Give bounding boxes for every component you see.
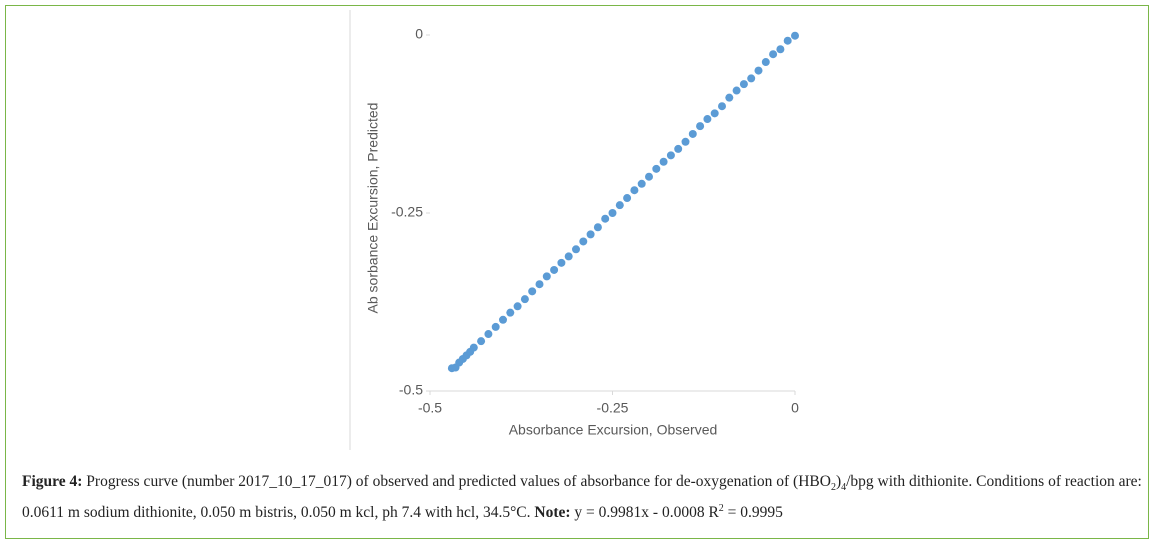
- caption-text: Note:: [534, 504, 571, 522]
- point: [703, 115, 712, 124]
- point: [520, 295, 529, 304]
- point: [630, 186, 639, 195]
- x-tick-label: 0: [791, 400, 799, 416]
- x-tick-label: -0.25: [597, 400, 629, 416]
- point: [710, 109, 719, 118]
- caption-text: Figure 4:: [22, 473, 83, 490]
- point: [747, 74, 756, 83]
- point: [783, 36, 792, 45]
- point: [615, 201, 624, 210]
- point: [484, 330, 493, 339]
- point: [637, 179, 646, 188]
- point: [776, 45, 785, 54]
- caption: Figure 4: Progress curve (number 2017_10…: [22, 471, 1142, 523]
- point: [528, 287, 537, 296]
- point: [681, 137, 690, 146]
- caption-text: Progress curve (number 2017_10_17_017) o…: [82, 473, 831, 490]
- caption-text: 2: [830, 482, 836, 494]
- point: [550, 265, 559, 274]
- point: [469, 343, 478, 352]
- point: [623, 194, 632, 203]
- point: [593, 223, 602, 232]
- point: [688, 129, 697, 138]
- point: [645, 172, 653, 181]
- caption-text: = 0.9995: [723, 504, 783, 522]
- point: [499, 315, 507, 324]
- point: [761, 58, 770, 67]
- y-tick-label: -0.25: [391, 204, 423, 220]
- point: [506, 308, 515, 317]
- figure-frame: [5, 5, 1149, 539]
- x-axis-title: Absorbance Excursion, Observed: [509, 422, 718, 438]
- point: [652, 164, 661, 173]
- point: [491, 322, 500, 331]
- caption-text: y = 0.9981x - 0.0008 R: [570, 504, 719, 522]
- point: [572, 245, 580, 254]
- caption-text: 2: [718, 503, 724, 515]
- point: [557, 258, 566, 267]
- point: [513, 302, 522, 311]
- caption-text: /bpg with dithionite. Conditions of reac…: [22, 473, 1142, 522]
- point: [666, 151, 675, 160]
- point: [586, 230, 595, 239]
- point: [674, 144, 683, 153]
- x-tick-label: -0.5: [418, 400, 442, 416]
- point: [659, 157, 668, 166]
- point: [542, 272, 551, 281]
- point: [732, 86, 741, 95]
- y-tick-label: -0.5: [399, 382, 423, 398]
- point: [754, 66, 763, 75]
- point: [601, 214, 610, 223]
- point: [725, 93, 734, 102]
- caption-text: 4: [841, 482, 847, 494]
- caption-text: ): [835, 473, 842, 490]
- point: [535, 280, 544, 289]
- point: [791, 31, 799, 40]
- point: [608, 209, 617, 217]
- point: [579, 237, 588, 246]
- point: [477, 337, 486, 346]
- point: [564, 252, 573, 261]
- point: [769, 50, 778, 59]
- y-axis-title: Ab sorbance Excursion, Predicted: [365, 103, 381, 314]
- point: [739, 80, 748, 89]
- point: [696, 122, 705, 131]
- point: [718, 102, 726, 111]
- y-tick-label: 0: [415, 26, 423, 42]
